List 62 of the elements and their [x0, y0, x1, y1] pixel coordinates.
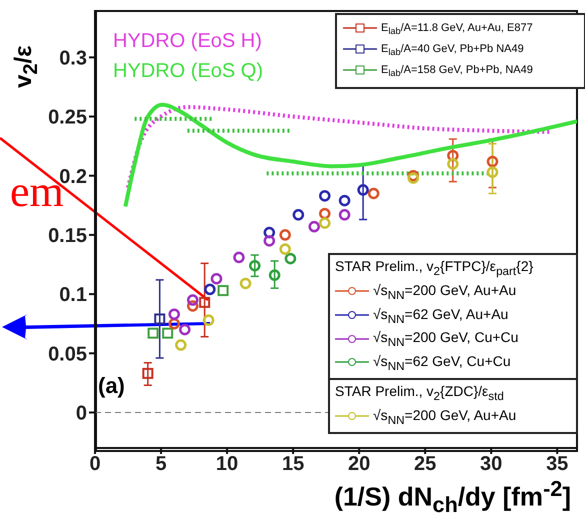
- point: [338, 209, 350, 221]
- point: [486, 156, 498, 168]
- x-tick-label: 20: [348, 453, 370, 476]
- point: [154, 313, 166, 324]
- x-tick-label: 15: [282, 453, 304, 476]
- point: [162, 328, 174, 339]
- point: [148, 328, 159, 339]
- point: [210, 272, 222, 284]
- y-tick-label: 0.15: [48, 225, 87, 248]
- point: [357, 184, 369, 196]
- point: [338, 194, 350, 206]
- text: STAR Prelim., v$_{2}${FTPC}/ε$_{part}${2}: [335, 258, 534, 278]
- y-tick-label: 0.25: [48, 106, 87, 129]
- text: STAR Prelim., v$_{2}${ZDC}/ε$_{std}$: [335, 382, 504, 403]
- legend-label: E$_{lab}$/A=40 GeV, Pb+Pb NA49: [381, 43, 524, 58]
- x-tick-label: 10: [216, 453, 238, 476]
- text: HYDRO (EoS H): [113, 30, 262, 53]
- point: [292, 209, 304, 221]
- x-axis-title: (1/S) dN$_{ch}$/dy [fm$^{-2}$]: [334, 476, 571, 518]
- y-tick-label: 0: [76, 402, 87, 425]
- x-tick-label: 0: [89, 453, 101, 476]
- x-tick-label: 5: [155, 453, 167, 476]
- series-label: HYDRO (EoS Q): [113, 60, 264, 83]
- legend-label: √s$_{NN}$=62 GeV, Au+Au: [373, 306, 508, 326]
- point: [168, 308, 180, 320]
- point: [233, 252, 245, 264]
- legend-label: √s$_{NN}$=200 GeV, Au+Au: [373, 282, 516, 302]
- point: [175, 339, 187, 351]
- point: [240, 278, 252, 290]
- point: [218, 285, 229, 296]
- point: [319, 190, 331, 202]
- point: [279, 243, 291, 255]
- point: [199, 296, 210, 308]
- point: [284, 252, 296, 264]
- point: [202, 314, 214, 326]
- y-tick-label: 0.1: [59, 284, 87, 306]
- y-tick-label: 0.3: [59, 47, 87, 70]
- annotation: (a): [98, 373, 125, 399]
- line-series: [123, 102, 577, 209]
- point: [249, 260, 261, 272]
- point: [486, 166, 498, 178]
- x-tick-label: 25: [414, 453, 436, 476]
- legend-label: √s$_{NN}$=62 GeV, Cu+Cu: [373, 353, 511, 373]
- point: [204, 284, 216, 296]
- point: [186, 294, 198, 306]
- point: [142, 368, 154, 379]
- legend-label: E$_{lab}$/A=158 GeV, Pb+Pb, NA49: [381, 64, 533, 79]
- legend-label: E$_{lab}$/A=11.8 GeV, Au+Au, E877: [381, 22, 533, 36]
- point: [368, 188, 380, 200]
- point: [447, 158, 459, 170]
- point: [279, 229, 291, 241]
- point: [308, 220, 320, 232]
- point: [408, 172, 419, 184]
- x-tick-label: 30: [480, 453, 502, 476]
- x-tick-label: 35: [546, 453, 568, 476]
- y-tick-label: 0.05: [48, 343, 87, 366]
- legend-label: √s$_{NN}$=200 GeV, Au+Au: [373, 406, 516, 427]
- legend-label: √s$_{NN}$=200 GeV, Cu+Cu: [373, 329, 518, 350]
- point: [268, 269, 280, 281]
- point: [264, 235, 276, 247]
- point: [179, 324, 191, 336]
- point: [319, 217, 331, 229]
